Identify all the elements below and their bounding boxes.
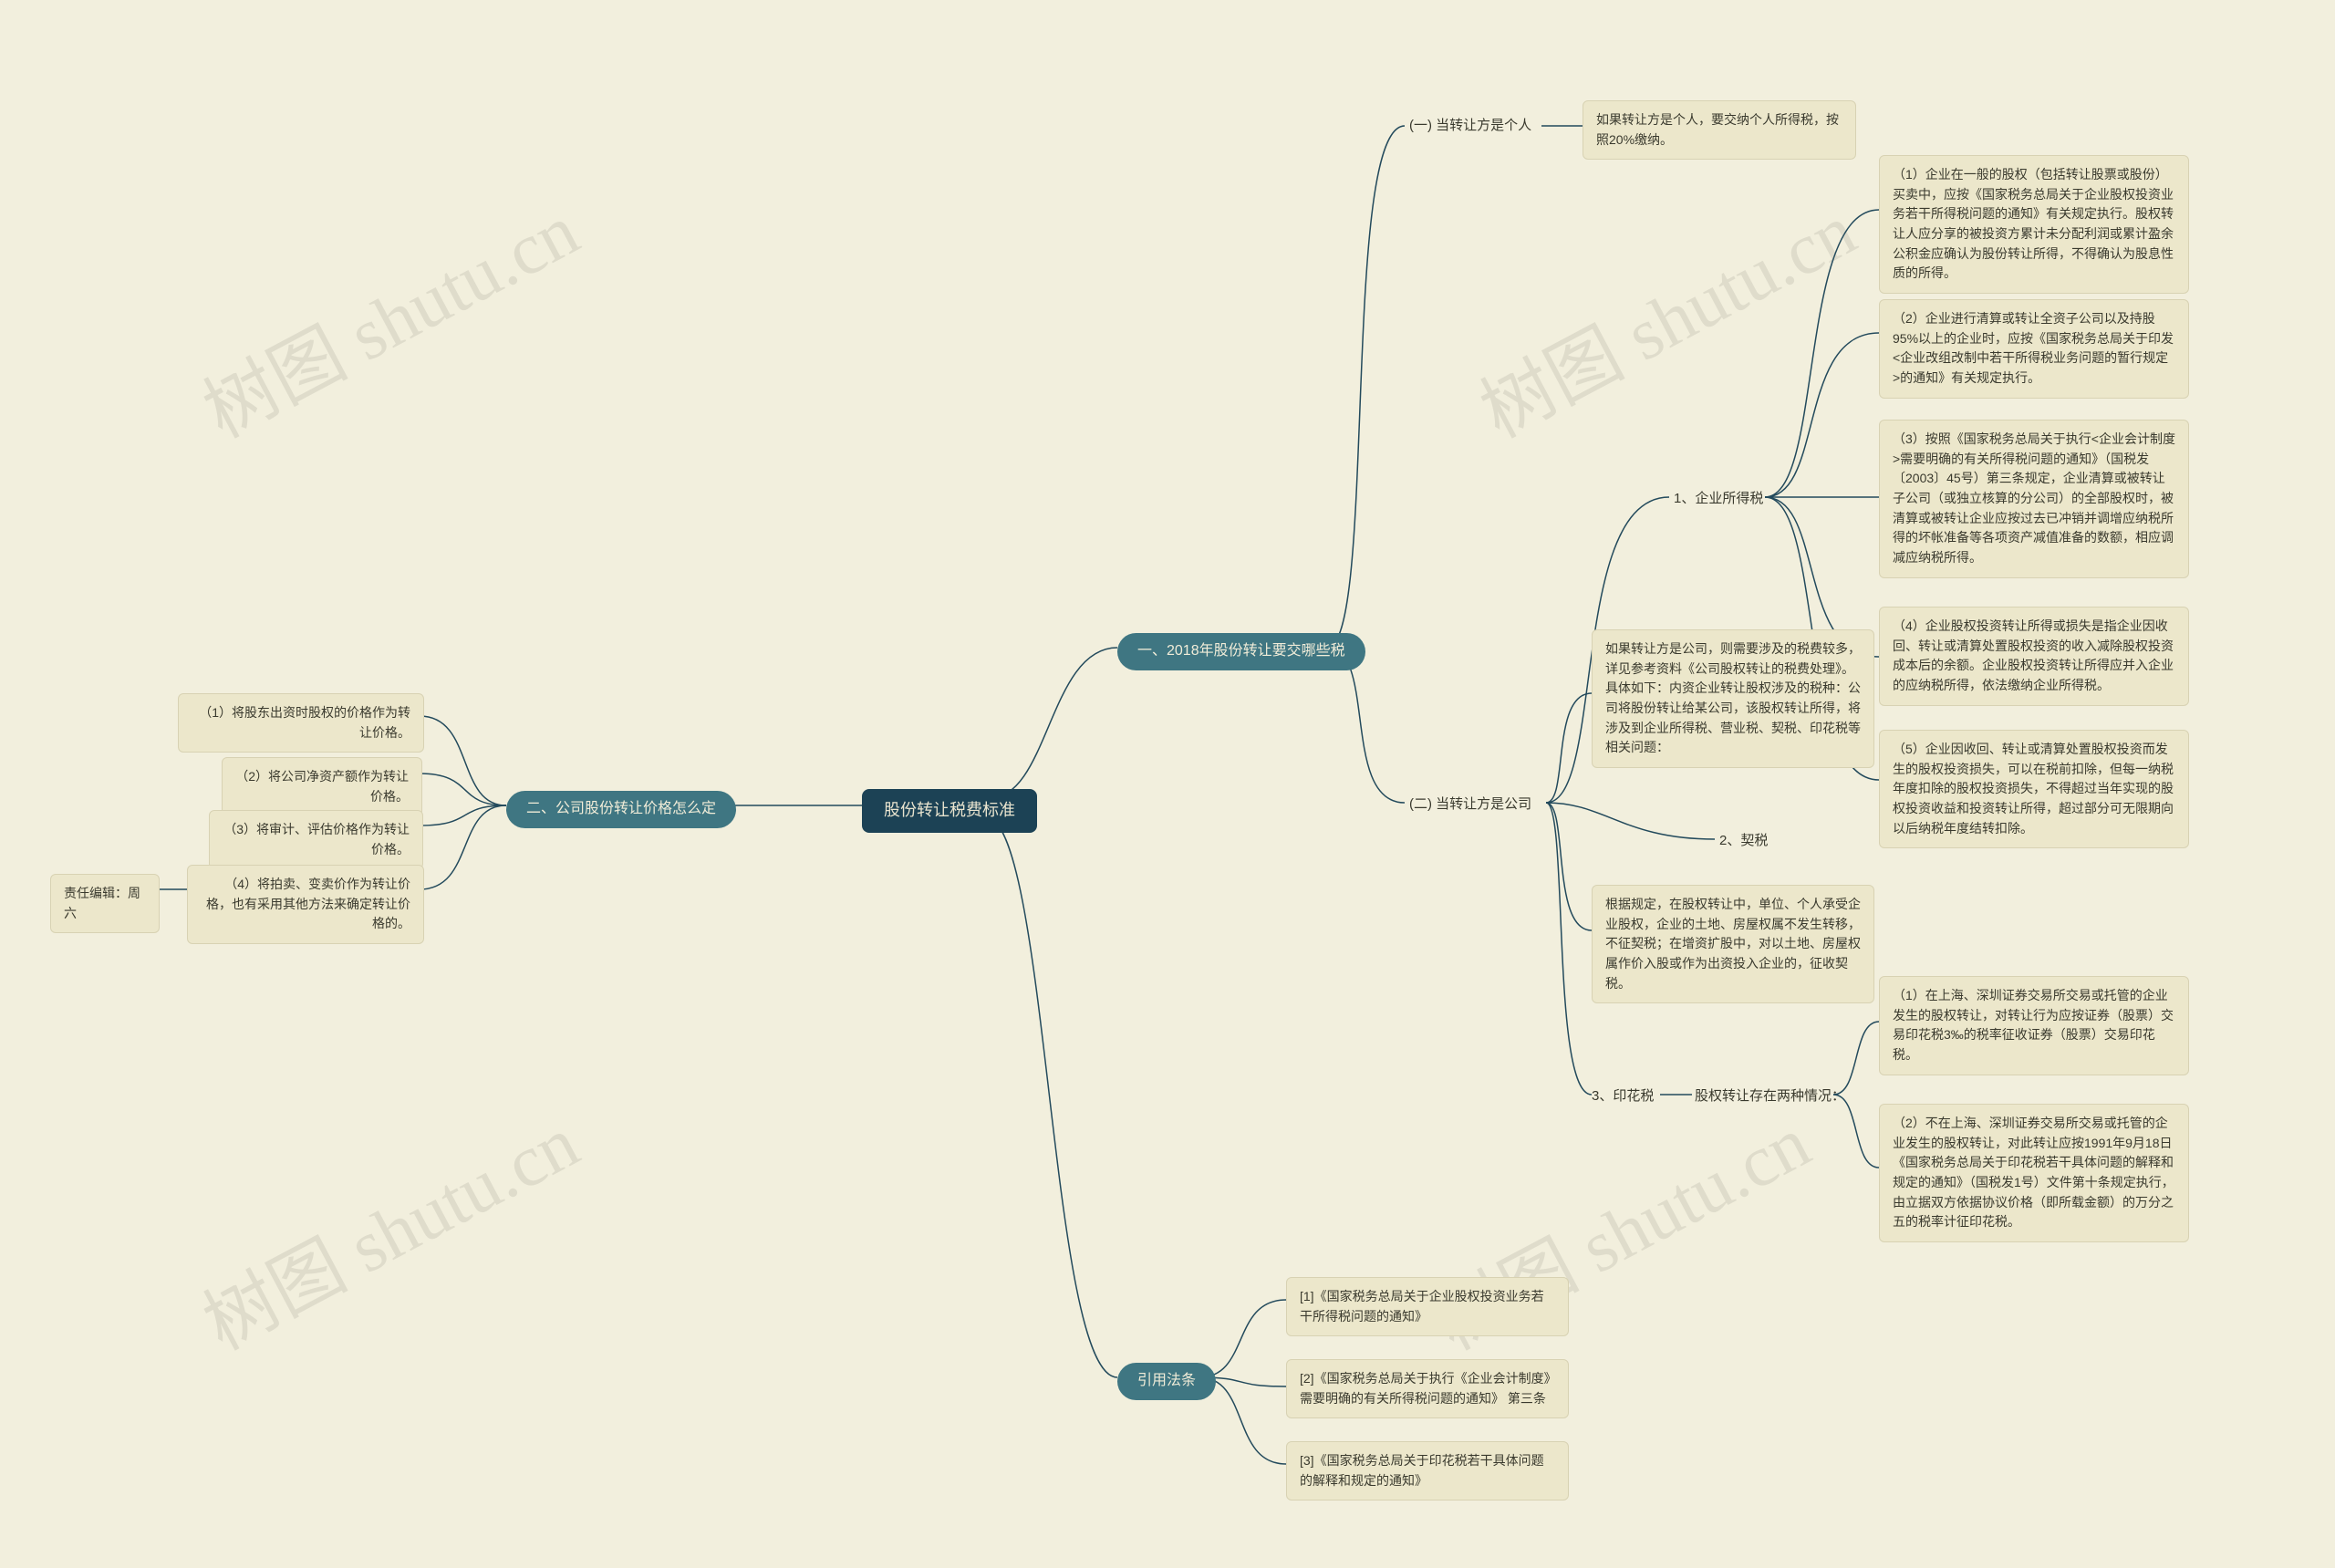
qysds-p5: （5）企业因收回、转让或清算处置股权投资而发生的股权投资损失，可以在税前扣除，但… — [1879, 730, 2189, 848]
branch-2-title[interactable]: 二、公司股份转让价格怎么定 — [506, 791, 736, 828]
b2-p4: （4）将拍卖、变卖价作为转让价格，也有采用其他方法来确定转让价格的。 — [187, 865, 424, 944]
qysds-p3: （3）按照《国家税务总局关于执行<企业会计制度>需要明确的有关所得税问题的通知》… — [1879, 420, 2189, 578]
branch1-sub2-label[interactable]: (二) 当转让方是公司 — [1409, 794, 1531, 815]
watermark: 树图 shutu.cn — [182, 1085, 594, 1370]
yhs-intro: 股权转让存在两种情况： — [1695, 1085, 1845, 1106]
yhs-p2: （2）不在上海、深圳证券交易所交易或托管的企业发生的股权转让，对此转让应按199… — [1879, 1104, 2189, 1242]
branch-3-title[interactable]: 引用法条 — [1117, 1363, 1216, 1400]
sub-qs-label[interactable]: 2、契税 — [1719, 830, 1768, 851]
b2-p2: （2）将公司净资产额作为转让价格。 — [222, 757, 422, 816]
qysds-p2: （2）企业进行清算或转让全资子公司以及持股95%以上的企业时，应按《国家税务总局… — [1879, 299, 2189, 399]
branch1-sub1-text: 如果转让方是个人，要交纳个人所得税，按照20%缴纳。 — [1583, 100, 1856, 160]
b2-p1: （1）将股东出资时股权的价格作为转让价格。 — [178, 693, 424, 753]
sub-yhs-label[interactable]: 3、印花税 — [1592, 1085, 1654, 1106]
branch1-sub1-label[interactable]: (一) 当转让方是个人 — [1409, 115, 1531, 136]
yhs-p1: （1）在上海、深圳证券交易所交易或托管的企业发生的股权转让，对转让行为应按证券（… — [1879, 976, 2189, 1075]
b3-p3: [3]《国家税务总局关于印花税若干具体问题的解释和规定的通知》 — [1286, 1441, 1569, 1501]
b2-p3: （3）将审计、评估价格作为转让价格。 — [209, 810, 423, 869]
qs-note: 根据规定，在股权转让中，单位、个人承受企业股权，企业的土地、房屋权属不发生转移，… — [1592, 885, 1874, 1003]
watermark: 树图 shutu.cn — [1459, 172, 1871, 458]
b3-p1: [1]《国家税务总局关于企业股权投资业务若干所得税问题的通知》 — [1286, 1277, 1569, 1336]
b2-p4-note: 责任编辑：周六 — [50, 874, 160, 933]
sub-qysds-label[interactable]: 1、企业所得税 — [1674, 488, 1763, 509]
branch1-sub2-intro: 如果转让方是公司，则需要涉及的税费较多，详见参考资料《公司股权转让的税费处理》。… — [1592, 629, 1874, 768]
qysds-p4: （4）企业股权投资转让所得或损失是指企业因收回、转让或清算处置股权投资的收入减除… — [1879, 607, 2189, 706]
qysds-p1: （1）企业在一般的股权（包括转让股票或股份）买卖中，应按《国家税务总局关于企业股… — [1879, 155, 2189, 294]
watermark: 树图 shutu.cn — [182, 172, 594, 458]
b3-p2: [2]《国家税务总局关于执行《企业会计制度》需要明确的有关所得税问题的通知》 第… — [1286, 1359, 1569, 1418]
root-node[interactable]: 股份转让税费标准 — [862, 789, 1037, 833]
branch-1-title[interactable]: 一、2018年股份转让要交哪些税 — [1117, 633, 1365, 670]
